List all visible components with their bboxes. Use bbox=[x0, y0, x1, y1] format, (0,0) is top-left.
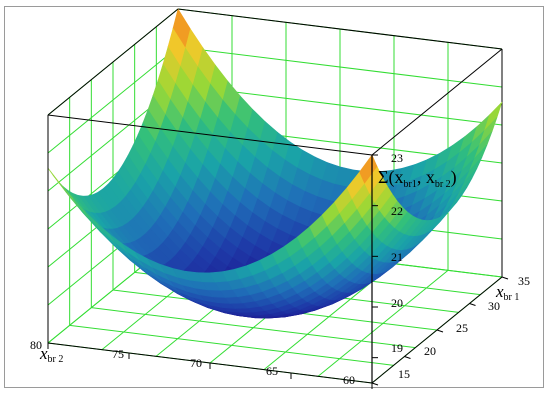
y-axis-label: xbr 1 bbox=[495, 282, 519, 303]
y-axis: 15 20 25 30 35 xbr 1 bbox=[398, 274, 530, 381]
x-tick-label: 65 bbox=[266, 364, 278, 378]
y-tick bbox=[404, 356, 411, 359]
grid-line bbox=[177, 46, 503, 88]
z-tick-label: 20 bbox=[391, 296, 403, 310]
x-tick-label: 70 bbox=[190, 356, 202, 370]
x-tick-label: 80 bbox=[30, 338, 42, 352]
x-axis: 80 75 70 65 60 xbr 2 bbox=[30, 338, 355, 387]
y-tick bbox=[436, 329, 444, 333]
z-tick-label: 21 bbox=[391, 250, 403, 264]
x-tick-label: 75 bbox=[112, 347, 124, 361]
y-tick-label: 20 bbox=[424, 344, 436, 358]
z-tick-label: 22 bbox=[391, 204, 403, 218]
z-axis: 19 20 21 22 23 bbox=[391, 151, 403, 355]
box-edge bbox=[371, 48, 503, 156]
y-tick bbox=[371, 382, 379, 386]
x-tick-label: 60 bbox=[343, 373, 355, 387]
box-edge bbox=[47, 114, 373, 156]
y-tick bbox=[469, 303, 476, 306]
x-axis-label: xbr 2 bbox=[39, 344, 63, 365]
grid-line bbox=[47, 46, 179, 154]
y-tick-label: 35 bbox=[518, 274, 530, 288]
y-tick-label: 15 bbox=[398, 367, 410, 381]
y-tick bbox=[501, 276, 509, 280]
z-tick-label: 23 bbox=[391, 151, 403, 165]
y-tick-label: 30 bbox=[488, 299, 500, 313]
y-tick-label: 25 bbox=[456, 321, 468, 335]
function-label: Σ(xbr1, xbr 2) bbox=[378, 167, 457, 190]
surface-plot bbox=[47, 8, 503, 319]
box-edge bbox=[177, 8, 503, 50]
surface-patch bbox=[359, 154, 378, 184]
front-box bbox=[47, 8, 509, 389]
z-tick-label: 19 bbox=[391, 341, 403, 355]
box-edge bbox=[47, 8, 179, 116]
